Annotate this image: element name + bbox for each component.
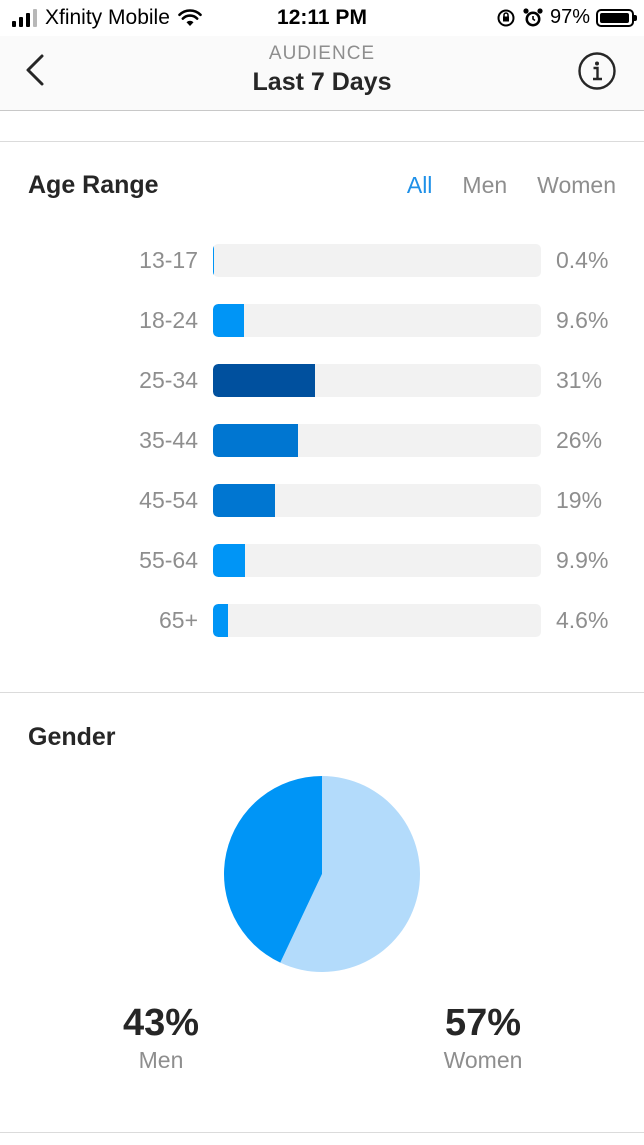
age-range-title: Age Range [28,171,159,199]
age-bar [213,304,245,337]
age-bar-track [213,604,541,637]
age-bar-value: 26% [556,427,603,453]
men-percent: 43% [122,1002,200,1044]
gender-pie-chart [224,776,420,972]
filter-women-tab[interactable]: Women [537,172,616,198]
age-bar [213,424,299,457]
divider [0,692,644,693]
age-bar-row: 55-64 9.9% [0,544,644,578]
divider [0,141,644,142]
men-stat: 43% Men [61,1002,261,1074]
age-bar-value: 19% [556,487,603,513]
filter-all-tab[interactable]: All [406,172,433,198]
age-bar-label: 18-24 [139,307,198,333]
age-bar [213,364,315,397]
pie-slice-men [224,776,322,963]
header-subtitle: AUDIENCE [268,43,376,64]
age-bar-value: 4.6% [556,607,609,633]
page-title: Last 7 Days [252,68,392,96]
age-bar-value: 0.4% [556,247,609,273]
age-bar-row: 65+ 4.6% [0,604,644,638]
status-time: 12:11 PM [277,6,367,29]
men-label: Men [138,1047,184,1073]
age-bar-track [213,544,541,577]
age-bar-track [213,484,541,517]
age-bar [213,604,229,637]
signal-icon [12,9,37,27]
age-bar-row: 18-24 9.6% [0,304,644,338]
orientation-lock-icon [497,9,515,26]
carrier-name: Xfinity Mobile [45,6,170,29]
age-bar-row: 25-34 31% [0,364,644,398]
status-left: Xfinity Mobile [12,6,202,30]
battery-percent: 97% [549,6,590,28]
battery-icon [596,8,637,27]
age-bar-label: 13-17 [139,247,198,273]
gender-title: Gender [28,723,116,751]
age-bar-row: 45-54 19% [0,484,644,518]
pie-slice-women [280,776,420,972]
age-bar-row: 35-44 26% [0,424,644,458]
age-bar-track [213,244,541,277]
age-bar-label: 45-54 [139,487,198,513]
info-icon[interactable] [578,52,616,90]
age-bar-value: 31% [556,367,603,393]
age-bar-label: 35-44 [139,427,198,453]
age-bar-track [213,424,541,457]
women-percent: 57% [444,1002,522,1044]
age-bar [213,244,215,277]
age-bar [213,484,276,517]
status-bar: Xfinity Mobile 12:11 PM 97% [0,0,644,36]
status-right: 97% [496,6,637,29]
age-bar-label: 25-34 [139,367,198,393]
divider [0,1132,644,1133]
alarm-icon [523,7,543,26]
nav-header: AUDIENCE Last 7 Days [0,36,644,111]
age-bar-label: 65+ [158,607,198,633]
age-bar [213,544,246,577]
back-arrow-icon[interactable] [22,50,52,90]
age-bar-label: 55-64 [139,547,198,573]
filter-men-tab[interactable]: Men [462,172,508,198]
women-label: Women [443,1047,523,1073]
age-bar-row: 13-17 0.4% [0,244,644,278]
age-filter-tabs: All Men Women [407,172,616,199]
age-bar-value: 9.6% [556,307,609,333]
age-bar-track [213,364,541,397]
wifi-icon [178,9,202,26]
women-stat: 57% Women [383,1002,583,1074]
age-bar-track [213,304,541,337]
age-bar-value: 9.9% [556,547,609,573]
